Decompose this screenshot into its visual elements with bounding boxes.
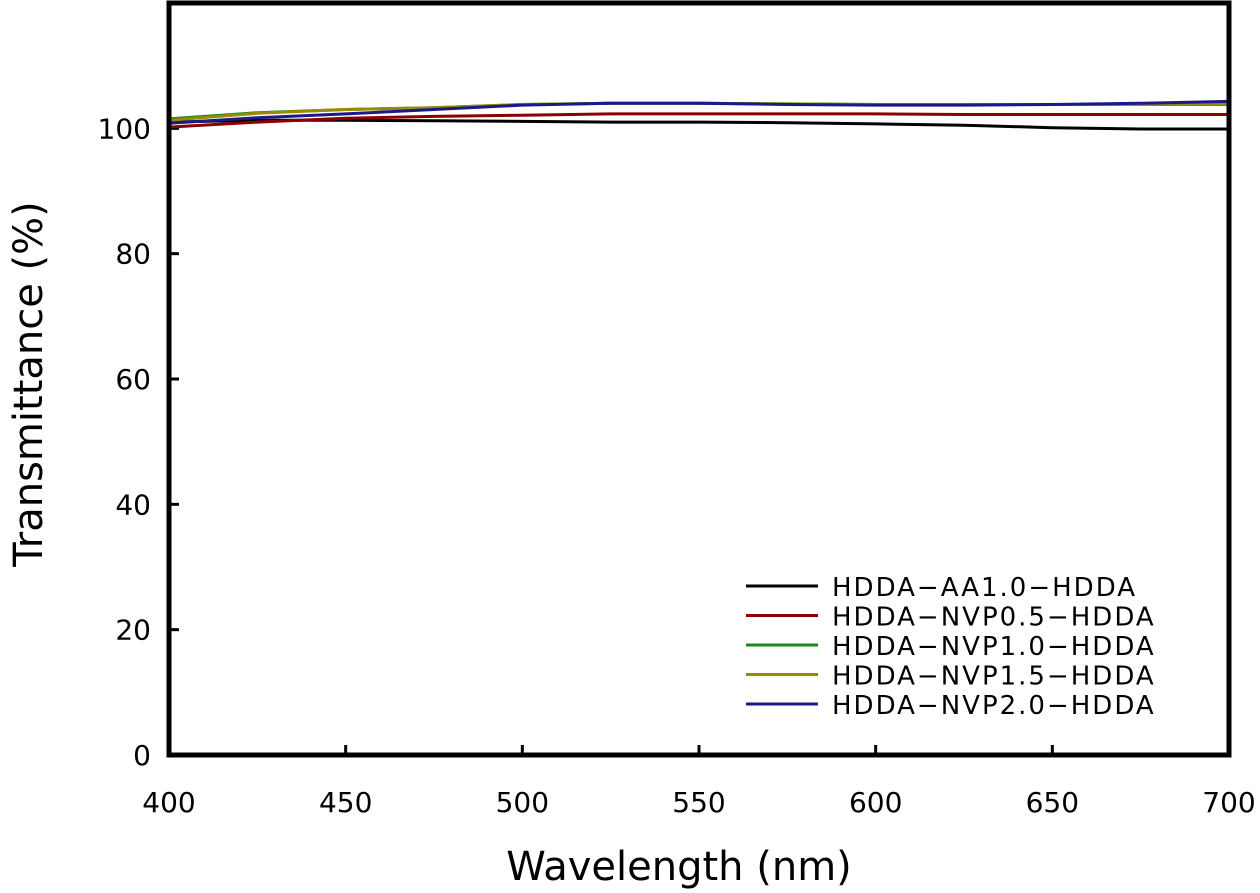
legend: HDDA−AA1.0−HDDAHDDA−NVP0.5−HDDAHDDA−NVP1…	[746, 573, 1156, 721]
x-tick-label: 450	[319, 786, 372, 819]
legend-label-2: HDDA−NVP0.5−HDDA	[832, 603, 1156, 633]
y-tick-label: 60	[115, 363, 151, 396]
plot-frame	[166, 0, 1232, 758]
series-line-5	[168, 99, 1230, 125]
y-tick-label: 40	[115, 488, 151, 521]
y-tick-label: 0	[133, 739, 151, 772]
y-axis-title: Transmittance (%)	[6, 201, 52, 568]
y-tick-label: 20	[115, 614, 151, 647]
series-line-2	[168, 112, 1229, 129]
x-tick-label: 400	[142, 786, 195, 819]
y-tick-label: 80	[115, 238, 151, 271]
y-tick-label: 100	[98, 112, 151, 145]
x-tick-label: 600	[849, 786, 902, 819]
series-line-1	[168, 118, 1229, 131]
legend-label-5: HDDA−NVP2.0−HDDA	[832, 691, 1156, 721]
series-layer	[168, 99, 1230, 131]
x-tick-label: 550	[672, 786, 725, 819]
legend-label-1: HDDA−AA1.0−HDDA	[832, 573, 1137, 603]
x-tick-label: 700	[1202, 786, 1255, 819]
legend-label-3: HDDA−NVP1.0−HDDA	[832, 632, 1156, 662]
legend-label-4: HDDA−NVP1.5−HDDA	[832, 662, 1156, 692]
ticks-layer: 400 450 500 550 600 650 700 0 20 40 60 80 100	[98, 112, 1256, 819]
x-tick-label: 500	[496, 786, 549, 819]
x-tick-label: 650	[1026, 786, 1079, 819]
x-axis-title: Wavelength (nm)	[506, 844, 852, 890]
